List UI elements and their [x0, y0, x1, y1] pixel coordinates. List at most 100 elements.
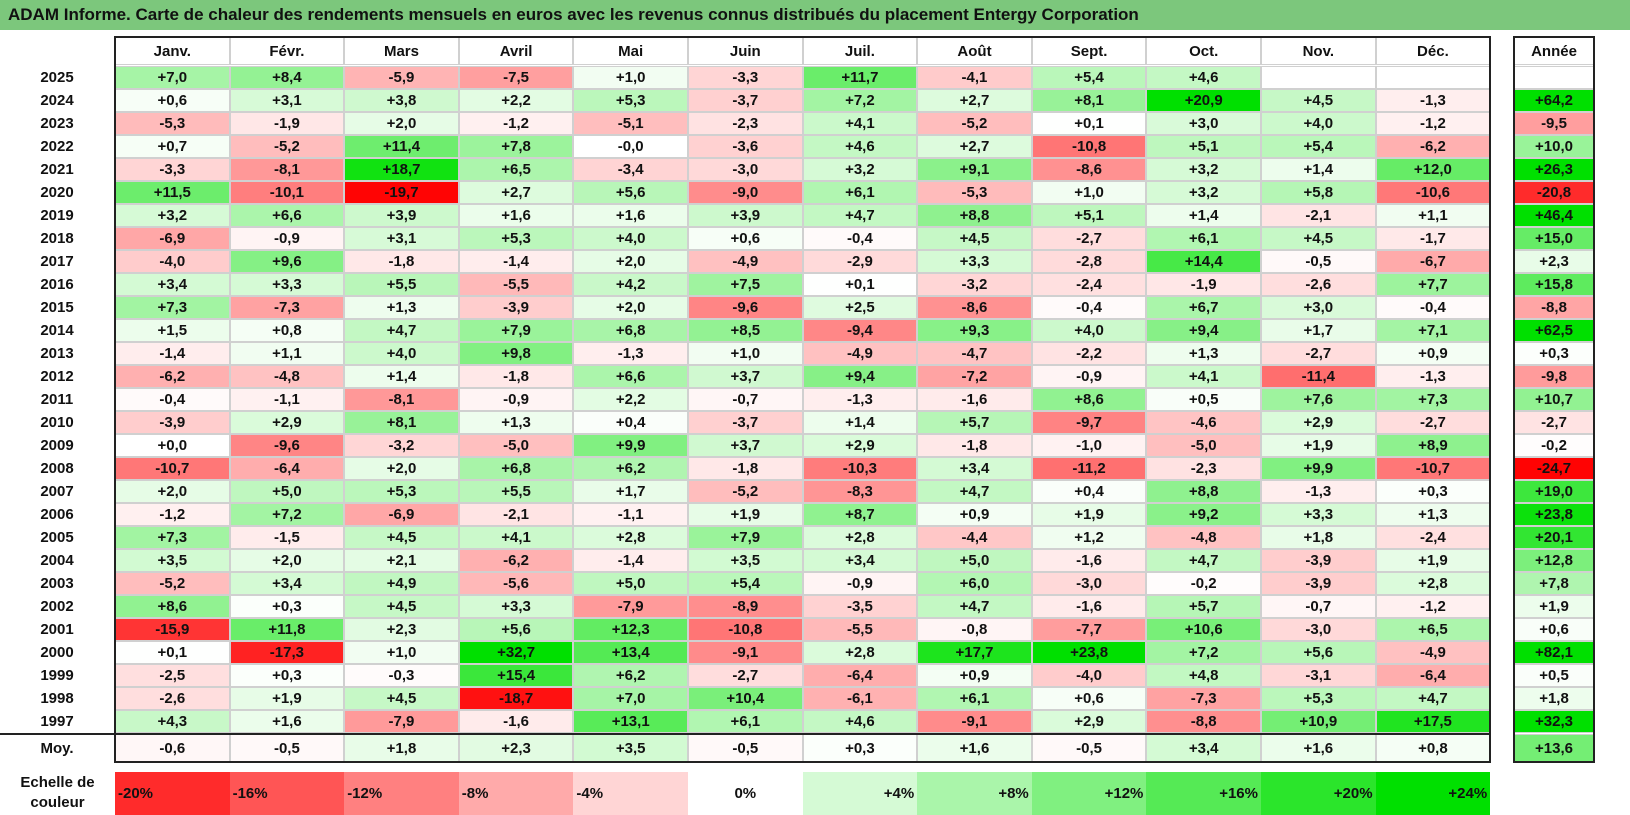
heatmap-cell: +18,7: [344, 158, 459, 181]
annual-cell: +19,0: [1514, 480, 1594, 503]
heatmap-cell: +1,8: [1261, 526, 1376, 549]
heatmap-cell: -3,3: [688, 66, 803, 89]
heatmap-cell: +3,4: [229, 572, 345, 595]
annual-cell: -9,8: [1514, 365, 1594, 388]
heatmap-cell: +15,4: [458, 664, 574, 687]
heatmap-cell: +8,8: [917, 204, 1032, 227]
annual-cell: +46,4: [1514, 204, 1594, 227]
heatmap-cell: +1,9: [1375, 549, 1491, 572]
heatmap-cell: -5,6: [458, 572, 574, 595]
heatmap-cell: +2,2: [573, 388, 688, 411]
heatmap-cell: -2,7: [1375, 411, 1491, 434]
heatmap-cell: +8,5: [688, 319, 803, 342]
heatmap-cell: +2,3: [344, 618, 459, 641]
chart-title: ADAM Informe. Carte de chaleur des rende…: [0, 0, 1630, 30]
heatmap-cell: -5,2: [688, 480, 803, 503]
heatmap-cell: +7,1: [1375, 319, 1491, 342]
heatmap-cell: +4,5: [1261, 89, 1376, 112]
heatmap-cell: +5,3: [458, 227, 574, 250]
heatmap-cell: -0,8: [917, 618, 1032, 641]
heatmap-cell: -10,8: [688, 618, 803, 641]
annual-cell: -9,5: [1514, 112, 1594, 135]
heatmap-cell: -11,2: [1031, 457, 1147, 480]
heatmap-cell: +7,7: [1375, 273, 1491, 296]
heatmap-cell: +0,6: [688, 227, 803, 250]
heatmap-cell: +3,5: [115, 549, 230, 572]
heatmap-cell: +7,2: [1146, 641, 1261, 664]
heatmap-cell: -4,7: [917, 342, 1032, 365]
heatmap-cell: +2,7: [917, 89, 1032, 112]
heatmap-cell: -9,4: [802, 319, 918, 342]
heatmap-cell: -1,6: [1031, 549, 1147, 572]
heatmap-cell: -0,7: [688, 388, 803, 411]
heatmap-cell: +3,3: [1261, 503, 1376, 526]
year-label: 2001: [40, 621, 74, 638]
heatmap-cell: +3,4: [917, 457, 1032, 480]
annual-cell: +26,3: [1514, 158, 1594, 181]
average-cell: +3,4: [1146, 734, 1261, 762]
average-cell: +0,8: [1375, 734, 1491, 762]
heatmap-cell: +8,7: [802, 503, 918, 526]
heatmap-cell: -1,3: [1375, 89, 1491, 112]
heatmap-cell: -9,6: [229, 434, 345, 457]
heatmap-cell: +0,1: [1031, 112, 1147, 135]
heatmap-cell: -0,4: [115, 388, 230, 411]
heatmap-cell: -8,9: [688, 595, 803, 618]
heatmap-cell: -5,5: [802, 618, 918, 641]
heatmap-cell: +5,4: [688, 572, 803, 595]
heatmap-cell: +0,6: [115, 89, 230, 112]
color-scale-title: Echelle de couleur: [20, 774, 95, 811]
heatmap-cell: +5,6: [1261, 641, 1376, 664]
heatmap-cell: -0,4: [1375, 296, 1491, 319]
heatmap-cell: +2,8: [802, 641, 918, 664]
heatmap-cell: +0,4: [1031, 480, 1147, 503]
heatmap-cell: +9,9: [573, 434, 688, 457]
heatmap-cell: -5,0: [1146, 434, 1261, 457]
heatmap-cell: +6,2: [573, 664, 688, 687]
heatmap-cell: -6,9: [115, 227, 230, 250]
heatmap-cell: -1,9: [229, 112, 345, 135]
heatmap-cell: +7,3: [1375, 388, 1491, 411]
heatmap-cell: +2,0: [344, 457, 459, 480]
heatmap-cell: -2,3: [1146, 457, 1261, 480]
heatmap-cell: +9,8: [458, 342, 574, 365]
year-label: 2024: [40, 92, 74, 109]
annual-cell: -20,8: [1514, 181, 1594, 204]
color-scale-stop: 0%: [688, 772, 803, 815]
heatmap-cell: -1,1: [229, 388, 345, 411]
annual-cell: +0,6: [1514, 618, 1594, 641]
heatmap-cell: +5,4: [1031, 66, 1147, 89]
month-header: Mai: [573, 37, 688, 65]
heatmap-cell: +4,1: [802, 112, 918, 135]
heatmap-cell: +4,7: [917, 595, 1032, 618]
heatmap-cell: -1,5: [229, 526, 345, 549]
heatmap-cell: +3,3: [458, 595, 574, 618]
heatmap-cell: -2,1: [1261, 204, 1376, 227]
heatmap-cell: +3,2: [802, 158, 918, 181]
heatmap-cell: -6,7: [1375, 250, 1491, 273]
heatmap-cell: +5,5: [344, 273, 459, 296]
heatmap-cell: -2,4: [1375, 526, 1491, 549]
heatmap-cell: +2,8: [573, 526, 688, 549]
heatmap-cell: +11,4: [344, 135, 459, 158]
month-header: Oct.: [1146, 37, 1261, 65]
heatmap-cell: -0,9: [458, 388, 574, 411]
heatmap-cell: +1,0: [1031, 181, 1147, 204]
heatmap-cell: -2,3: [688, 112, 803, 135]
heatmap-cell: -0,4: [802, 227, 918, 250]
heatmap-cell: +4,5: [344, 687, 459, 710]
heatmap-cell: -8,6: [1031, 158, 1147, 181]
heatmap-cell: +2,9: [1031, 710, 1147, 733]
heatmap-cell: -4,8: [1146, 526, 1261, 549]
annual-cell: +1,8: [1514, 687, 1594, 710]
heatmap-cell: -8,6: [917, 296, 1032, 319]
heatmap-cell: -3,9: [1261, 549, 1376, 572]
heatmap-cell: +4,0: [344, 342, 459, 365]
heatmap-cell: +1,9: [688, 503, 803, 526]
heatmap-cell: +11,7: [802, 66, 918, 89]
heatmap-cell: -2,9: [802, 250, 918, 273]
heatmap-cell: +2,0: [573, 296, 688, 319]
heatmap-cell: -0,5: [1261, 250, 1376, 273]
heatmap-cell: -6,4: [229, 457, 345, 480]
heatmap-cell: -1,8: [458, 365, 574, 388]
